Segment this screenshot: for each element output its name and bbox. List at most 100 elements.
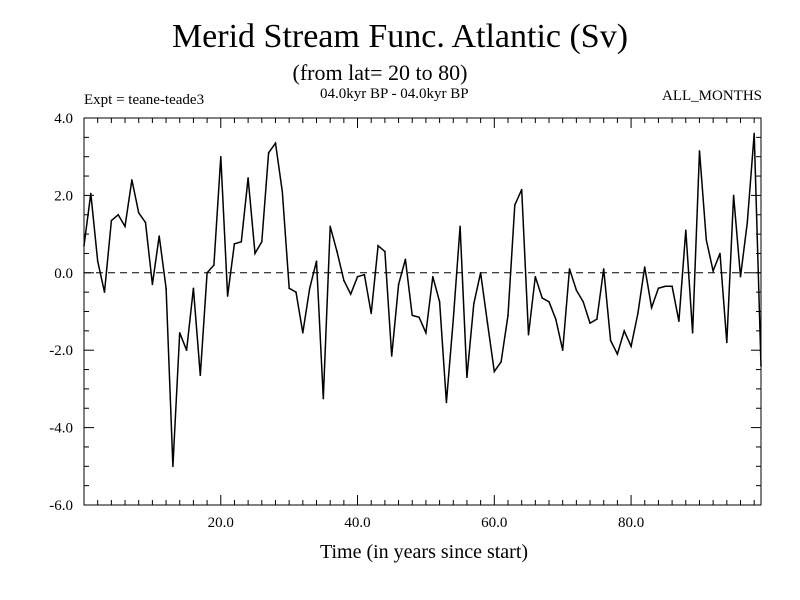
- data-point: [363, 273, 366, 276]
- x-tick-label: 40.0: [344, 515, 370, 531]
- experiment-label: Expt = teane-teade3: [84, 92, 205, 108]
- data-point: [377, 244, 379, 247]
- data-point: [691, 331, 694, 334]
- data-point: [390, 355, 393, 357]
- data-point: [233, 242, 236, 245]
- data-point: [493, 370, 496, 373]
- data-point: [254, 252, 256, 255]
- data-point: [418, 316, 420, 319]
- data-point: [507, 314, 509, 317]
- data-point: [698, 150, 701, 152]
- data-point: [541, 297, 543, 299]
- data-point: [343, 279, 345, 282]
- data-point: [684, 229, 687, 232]
- data-point: [514, 204, 516, 206]
- data-point: [199, 374, 202, 377]
- data-point: [219, 155, 222, 158]
- data-point: [739, 275, 742, 278]
- y-tick-label: 2.0: [54, 188, 73, 204]
- data-point: [582, 301, 585, 303]
- data-point: [411, 314, 414, 317]
- y-tick-label: -2.0: [49, 343, 73, 359]
- data-point: [561, 349, 564, 352]
- data-point: [445, 401, 448, 404]
- data-point: [308, 287, 311, 290]
- data-point: [356, 275, 359, 278]
- x-tick-label: 60.0: [481, 515, 507, 531]
- plot-area-frame: [83, 117, 762, 506]
- chart-subtitle: (from lat= 20 to 80): [292, 60, 468, 85]
- data-point: [760, 364, 762, 367]
- y-tick-label: 4.0: [54, 111, 73, 127]
- data-point: [151, 283, 154, 286]
- data-point: [534, 275, 537, 278]
- data-point: [213, 264, 215, 266]
- data-point: [260, 241, 263, 243]
- data-point: [637, 312, 639, 315]
- data-point: [90, 192, 92, 195]
- data-point: [315, 260, 318, 262]
- data-point: [596, 318, 598, 321]
- data-point: [664, 285, 667, 288]
- data-point: [384, 250, 386, 253]
- data-point: [103, 291, 106, 293]
- data-point: [165, 287, 167, 290]
- x-axis-label: Time (in years since start): [320, 541, 528, 563]
- data-point: [746, 221, 749, 224]
- data-point: [295, 291, 297, 293]
- data-point: [438, 301, 441, 303]
- data-point: [83, 244, 85, 247]
- data-point: [479, 272, 482, 274]
- data-point: [671, 285, 673, 288]
- data-point: [117, 213, 119, 216]
- data-point: [732, 194, 735, 197]
- data-point: [555, 318, 557, 321]
- data-point: [643, 266, 646, 268]
- data-point: [185, 349, 188, 352]
- data-point: [96, 260, 99, 262]
- data-point: [616, 353, 619, 355]
- data-point: [466, 376, 468, 379]
- data-point: [678, 320, 680, 322]
- data-point: [623, 330, 626, 332]
- data-point: [404, 258, 407, 261]
- data-point: [657, 287, 660, 290]
- data-point: [650, 306, 653, 309]
- data-point: [568, 268, 571, 270]
- data-point: [172, 465, 174, 468]
- period-label: 04.0kyr BP - 04.0kyr BP: [320, 86, 469, 102]
- data-point: [178, 331, 181, 334]
- data-point: [719, 252, 721, 255]
- data-point: [630, 345, 632, 348]
- chart-title: Merid Stream Func. Atlantic (Sv): [171, 18, 629, 55]
- x-tick-label: 20.0: [208, 515, 234, 531]
- data-point: [425, 331, 427, 334]
- data-point: [110, 219, 113, 222]
- data-point: [137, 212, 140, 214]
- y-tick-label: -6.0: [49, 498, 73, 514]
- data-point: [131, 179, 133, 181]
- data-point: [267, 152, 270, 154]
- data-point: [397, 283, 400, 286]
- data-point: [726, 341, 728, 344]
- data-point: [575, 289, 578, 292]
- data-point: [589, 322, 591, 324]
- data-point: [472, 302, 475, 305]
- data-point: [192, 287, 195, 290]
- data-point: [370, 312, 373, 315]
- y-tick-label: 0.0: [54, 266, 73, 282]
- data-point: [329, 225, 331, 228]
- series-line: [83, 133, 762, 467]
- data-point: [452, 318, 455, 321]
- data-point: [548, 301, 550, 303]
- data-point: [288, 287, 290, 290]
- y-tick-label: -4.0: [49, 421, 73, 437]
- data-point: [302, 331, 304, 334]
- data-point: [247, 177, 249, 179]
- data-point: [226, 295, 229, 297]
- data-point: [602, 268, 605, 270]
- data-point: [206, 272, 208, 274]
- data-point: [486, 322, 489, 324]
- months-label: ALL_MONTHS: [662, 88, 762, 104]
